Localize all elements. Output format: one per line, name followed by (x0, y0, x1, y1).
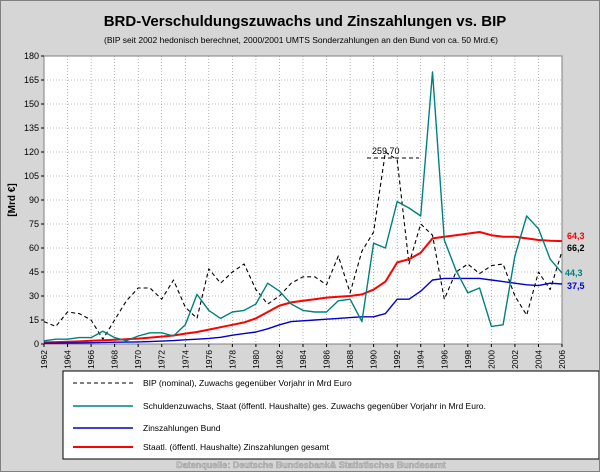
x-tick-label: 1976 (204, 350, 214, 369)
y-tick-label: 0 (34, 339, 39, 349)
series-line-2 (43, 71, 563, 342)
x-tick-label: 1968 (110, 350, 120, 369)
x-tick-label: 2004 (533, 350, 543, 369)
y-tick-label: 180 (24, 51, 39, 61)
x-tick-label: 1972 (157, 350, 167, 369)
y-tick-label: 75 (29, 219, 39, 229)
peak-annotation: 259,70 (372, 146, 400, 156)
end-label-teal: 44,3 (565, 268, 583, 278)
chart-subtitle: (BIP seit 2002 hedonisch berechnet, 2000… (104, 35, 498, 45)
y-tick-label: 105 (24, 171, 39, 181)
chart-title: BRD-Verschuldungszuwachs und Zinszahlung… (104, 13, 507, 30)
x-tick-label: 1978 (227, 350, 237, 369)
y-tick-label: 45 (29, 267, 39, 277)
x-tick-label: 1974 (180, 350, 190, 369)
source-note: Datenquelle: Deutsche Bundesbank& Statis… (176, 460, 446, 470)
y-tick-label: 135 (24, 123, 39, 133)
end-label-bip: 66,2 (567, 243, 585, 253)
x-tick-label: 1964 (63, 350, 73, 369)
x-tick-label: 1970 (133, 350, 143, 369)
y-tick-label: 90 (29, 195, 39, 205)
grid (44, 56, 562, 344)
x-tick-label: 2000 (486, 350, 496, 369)
legend-label: Zinszahlungen Bund (143, 423, 221, 433)
series-line-3 (44, 277, 563, 344)
end-label-blue: 37,5 (567, 281, 585, 291)
series-layer (43, 71, 563, 344)
y-axis-label: [Mrd €] (7, 183, 18, 216)
x-tick-label: 1988 (345, 350, 355, 369)
x-tick-label: 1966 (86, 350, 96, 369)
y-axis-ticks: 0 15 30 45 60 75 90 105 120 135 150 165 180 (24, 51, 44, 349)
x-tick-label: 2006 (557, 350, 567, 369)
x-tick-label: 1990 (369, 350, 379, 369)
x-tick-label: 2002 (510, 350, 520, 369)
legend-label: Staatl. (öffentl. Haushalte) Zinszahlung… (143, 442, 330, 452)
x-tick-label: 1962 (39, 350, 49, 369)
x-tick-label: 1984 (298, 350, 308, 369)
x-axis-ticks: 1962 1964 1966 1968 1970 1972 1974 1976 1978 1980… (39, 344, 567, 369)
x-tick-label: 1982 (274, 350, 284, 369)
y-tick-label: 120 (24, 147, 39, 157)
legend-label: BIP (nominal), Zuwachs gegenüber Vorjahr… (143, 378, 352, 388)
end-label-red: 64,3 (567, 231, 585, 241)
x-tick-label: 1996 (439, 350, 449, 369)
y-tick-label: 60 (29, 243, 39, 253)
legend: BIP (nominal), Zuwachs gegenüber Vorjahr… (73, 378, 486, 452)
x-tick-label: 1994 (416, 350, 426, 369)
x-tick-label: 1980 (251, 350, 261, 369)
legend-label: Schuldenzuwachs, Staat (öffentl. Haushal… (143, 401, 486, 411)
series-line-1 (43, 151, 563, 340)
y-tick-label: 30 (29, 291, 39, 301)
y-tick-label: 15 (29, 315, 39, 325)
x-tick-label: 1992 (392, 350, 402, 369)
x-tick-label: 1986 (322, 350, 332, 369)
x-tick-label: 1998 (463, 350, 473, 369)
y-tick-label: 165 (24, 75, 39, 85)
y-tick-label: 150 (24, 99, 39, 109)
legend-box (62, 370, 599, 460)
